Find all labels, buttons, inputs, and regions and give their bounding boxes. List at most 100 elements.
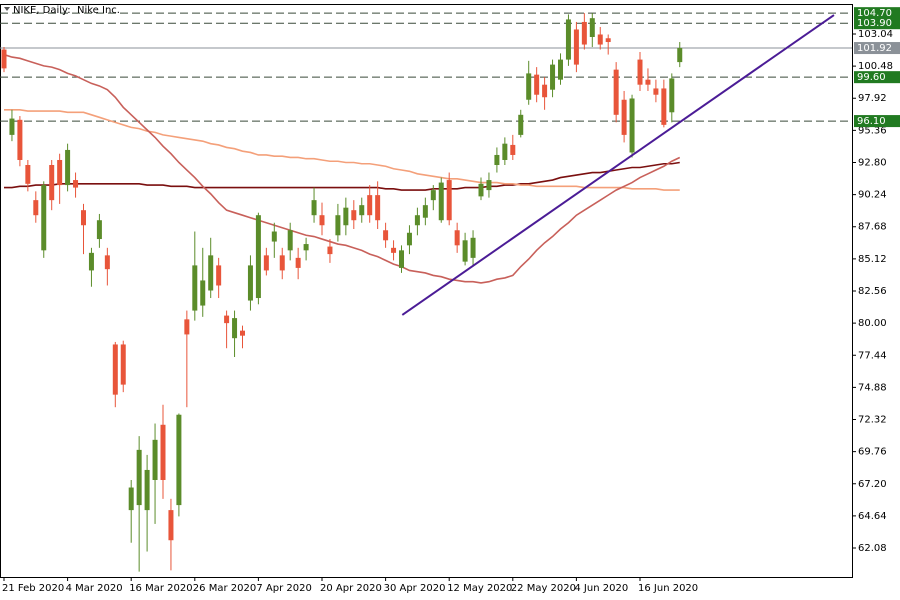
candle-body xyxy=(128,487,134,511)
current-price-label: 101.92 xyxy=(857,43,892,54)
candle-body xyxy=(343,207,349,226)
candle-body xyxy=(422,205,428,218)
candle-body xyxy=(534,74,540,95)
candle-body xyxy=(311,200,317,216)
y-tick-label: 100.48 xyxy=(858,61,893,72)
candle-body xyxy=(510,144,516,155)
candle-body xyxy=(81,210,86,226)
y-tick-label: 85.12 xyxy=(858,254,887,265)
candle-body xyxy=(486,180,492,191)
x-tick-label: 12 May 2020 xyxy=(447,583,512,594)
candle-body xyxy=(645,79,651,85)
candle-body xyxy=(518,114,524,135)
level-label: 104.70 xyxy=(857,8,892,19)
y-tick-label: 69.76 xyxy=(858,447,887,458)
moving-average xyxy=(3,53,681,284)
candle-body xyxy=(494,154,500,166)
current-price-tag xyxy=(854,42,900,55)
candle-body xyxy=(88,252,94,271)
candle-body xyxy=(184,319,190,335)
y-tick-label: 77.44 xyxy=(858,350,887,361)
candle-body xyxy=(192,265,198,311)
candle-body xyxy=(677,48,683,63)
candle-body xyxy=(9,118,15,135)
candle-body xyxy=(41,185,47,251)
y-tick-label: 62.08 xyxy=(858,543,887,554)
candle-body xyxy=(144,469,150,511)
y-tick-label: 82.56 xyxy=(858,286,887,297)
candle-body xyxy=(263,255,269,271)
candle-body xyxy=(605,38,611,43)
candle-body xyxy=(542,84,548,98)
x-tick-label: 4 Mar 2020 xyxy=(66,583,123,594)
candle-body xyxy=(446,180,452,221)
y-tick-label: 80.00 xyxy=(858,318,887,329)
candle-body xyxy=(406,232,412,246)
y-tick-label: 92.80 xyxy=(858,157,887,168)
candle-body xyxy=(565,19,571,60)
candle-body xyxy=(247,265,253,301)
level-tag xyxy=(854,7,900,20)
candle-body xyxy=(383,230,389,241)
candle-body xyxy=(271,231,277,242)
candle-body xyxy=(621,99,627,135)
candle-body xyxy=(295,257,301,268)
candle-body xyxy=(120,344,126,385)
candle-body xyxy=(160,424,166,480)
candle-body xyxy=(589,18,595,38)
x-tick-label: 4 Jun 2020 xyxy=(574,583,628,594)
level-tag xyxy=(854,71,900,84)
candle-body xyxy=(232,318,238,339)
candle-body xyxy=(375,195,381,221)
x-tick-label: 7 Apr 2020 xyxy=(256,583,311,594)
candle-body xyxy=(136,449,142,506)
candle-body xyxy=(200,280,206,306)
title-icon xyxy=(4,7,10,11)
plot xyxy=(0,12,852,572)
candle-body xyxy=(637,59,643,85)
level-label: 96.10 xyxy=(857,116,886,127)
candle-body xyxy=(550,64,556,90)
chart-title: NIKE, Daily: Nike Inc. xyxy=(13,5,120,16)
candle-body xyxy=(430,190,436,201)
candle-body xyxy=(319,215,325,226)
candle-body xyxy=(176,414,182,506)
y-tick-label: 87.68 xyxy=(858,222,887,233)
x-tick-label: 16 Jun 2020 xyxy=(638,583,698,594)
candle-body xyxy=(502,143,508,160)
candle-body xyxy=(152,439,158,480)
level-tag xyxy=(854,115,900,128)
candle-body xyxy=(581,21,587,45)
candle-body xyxy=(335,215,341,236)
candle-body xyxy=(478,183,484,197)
level-label: 99.60 xyxy=(857,72,886,83)
candle-body xyxy=(359,205,365,216)
candle-body xyxy=(558,59,563,80)
level-tag xyxy=(854,17,900,30)
candle-body xyxy=(33,200,39,216)
candle-body xyxy=(367,195,373,216)
x-tick-label: 20 Apr 2020 xyxy=(320,583,382,594)
x-tick-label: 26 Mar 2020 xyxy=(193,583,256,594)
candle-body xyxy=(613,69,619,115)
level-label: 103.90 xyxy=(857,18,892,29)
candle-body xyxy=(526,73,532,100)
moving-average xyxy=(4,108,680,191)
candle-body xyxy=(454,230,460,246)
candle-body xyxy=(653,88,659,95)
trendline xyxy=(401,14,835,316)
y-tick-label: 72.32 xyxy=(858,415,887,426)
candle-body xyxy=(104,255,110,270)
candle-body xyxy=(414,215,420,226)
y-tick-label: 90.24 xyxy=(858,190,887,201)
candle-body xyxy=(57,159,63,186)
candle-body xyxy=(629,98,635,153)
x-tick-label: 22 May 2020 xyxy=(511,583,576,594)
x-tick-label: 21 Feb 2020 xyxy=(2,583,64,594)
candle-body xyxy=(208,255,214,291)
candle-body xyxy=(287,230,293,251)
candle-body xyxy=(399,250,404,268)
candle-body xyxy=(96,220,102,240)
candle-body xyxy=(224,315,230,324)
candle-body xyxy=(470,237,476,258)
